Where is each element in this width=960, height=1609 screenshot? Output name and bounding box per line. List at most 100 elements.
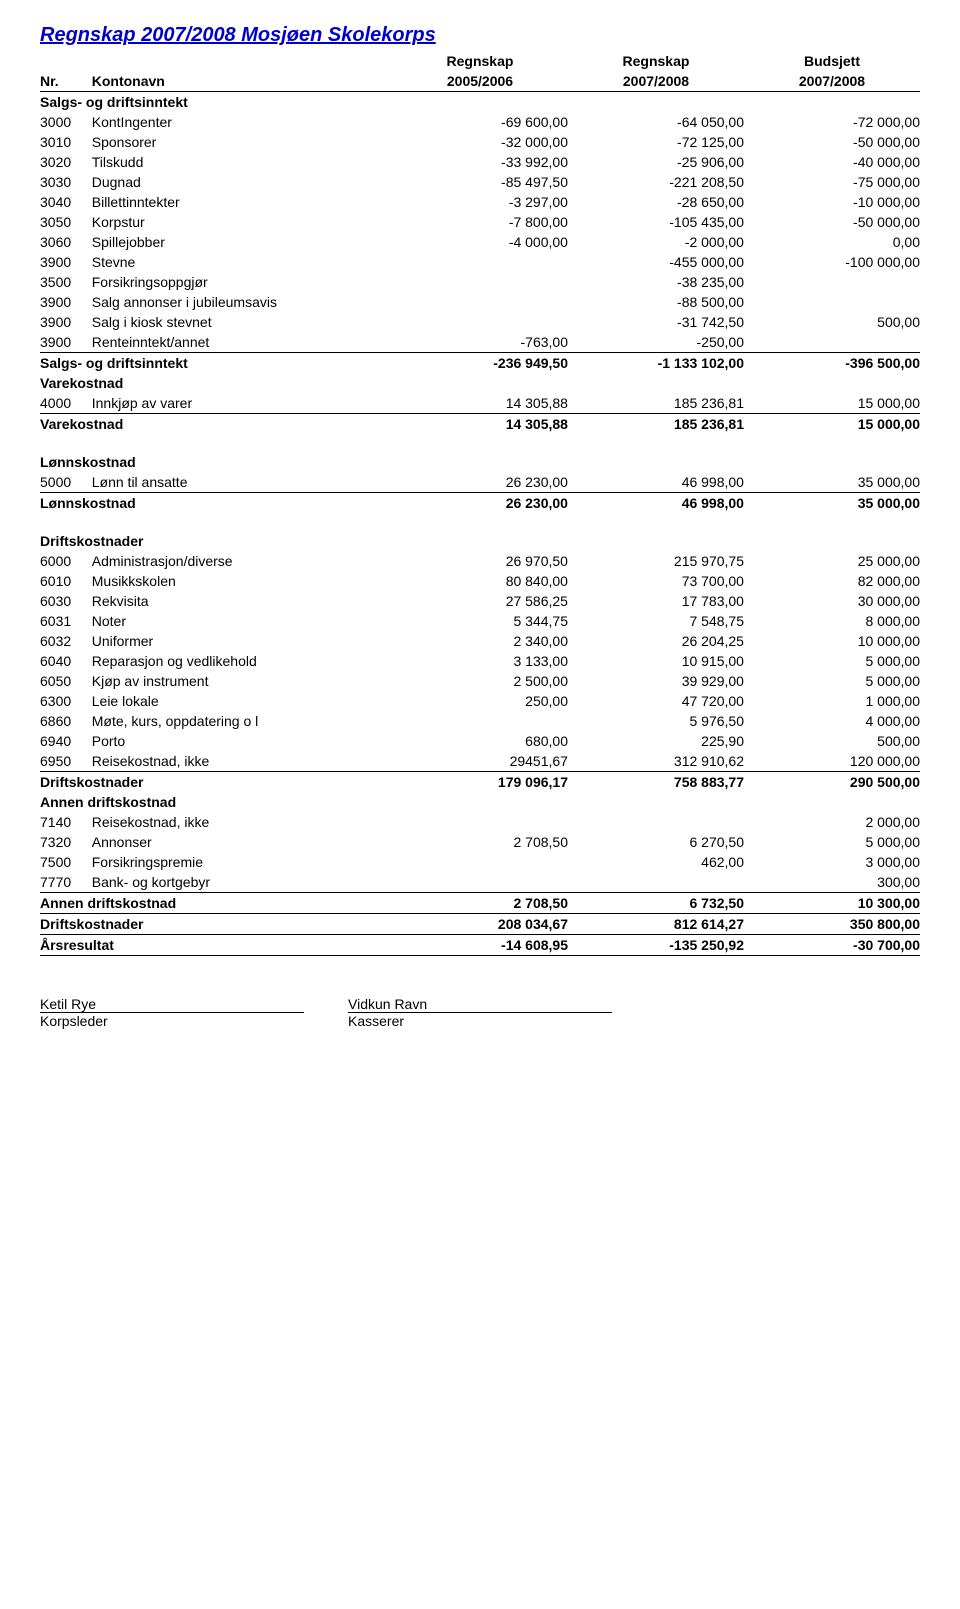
col-b-header-bottom: 2007/2008 [568, 71, 744, 92]
table-row: 5000Lønn til ansatte26 230,0046 998,0035… [40, 472, 920, 493]
cell-nr: 6000 [40, 551, 92, 571]
cell-nr: 6030 [40, 591, 92, 611]
cell-b: 39 929,00 [568, 671, 744, 691]
cell-b: 10 915,00 [568, 651, 744, 671]
cell-b: 7 548,75 [568, 611, 744, 631]
col-a-header-top: Regnskap [392, 51, 568, 71]
cell-c: 3 000,00 [744, 852, 920, 872]
cell-c: 5 000,00 [744, 651, 920, 671]
cell-c: 8 000,00 [744, 611, 920, 631]
cell-b: -72 125,00 [568, 132, 744, 152]
table-row: 3020Tilskudd-33 992,00-25 906,00-40 000,… [40, 152, 920, 172]
table-row: 6031Noter5 344,757 548,758 000,00 [40, 611, 920, 631]
cell-name: Forsikringspremie [92, 852, 392, 872]
total-b: 46 998,00 [568, 493, 744, 514]
cell-b: -250,00 [568, 332, 744, 353]
cell-a [392, 711, 568, 731]
cell-name: Tilskudd [92, 152, 392, 172]
total-b: 758 883,77 [568, 772, 744, 793]
table-row: 6300Leie lokale250,0047 720,001 000,00 [40, 691, 920, 711]
cell-b: -105 435,00 [568, 212, 744, 232]
cell-nr: 6300 [40, 691, 92, 711]
col-name-header: Kontonavn [92, 71, 392, 92]
cell-name: Reparasjon og vedlikehold [92, 651, 392, 671]
cell-nr: 6040 [40, 651, 92, 671]
cell-name: Salg i kiosk stevnet [92, 312, 392, 332]
cell-nr: 3050 [40, 212, 92, 232]
cell-c [744, 292, 920, 312]
cell-b: -2 000,00 [568, 232, 744, 252]
cell-a [392, 292, 568, 312]
result-row: Årsresultat-14 608,95-135 250,92-30 700,… [40, 935, 920, 956]
table-row: 3060Spillejobber-4 000,00-2 000,000,00 [40, 232, 920, 252]
total-b: 185 236,81 [568, 414, 744, 435]
cell-a: -69 600,00 [392, 112, 568, 132]
cell-a: 2 340,00 [392, 631, 568, 651]
header-row-top: Regnskap Regnskap Budsjett [40, 51, 920, 71]
cell-nr: 5000 [40, 472, 92, 493]
col-c-header-bottom: 2007/2008 [744, 71, 920, 92]
cell-a: 80 840,00 [392, 571, 568, 591]
cell-name: Musikkskolen [92, 571, 392, 591]
total-c: -396 500,00 [744, 353, 920, 374]
cell-nr: 3060 [40, 232, 92, 252]
cell-name: Salg annonser i jubileumsavis [92, 292, 392, 312]
section-total-row: Salgs- og driftsinntekt-236 949,50-1 133… [40, 353, 920, 374]
cell-c: 0,00 [744, 232, 920, 252]
cell-a [392, 872, 568, 893]
cell-b: -88 500,00 [568, 292, 744, 312]
cell-a [392, 272, 568, 292]
cell-a: 2 708,50 [392, 832, 568, 852]
cell-a: 250,00 [392, 691, 568, 711]
cell-a: 29451,67 [392, 751, 568, 772]
col-a-header-bottom: 2005/2006 [392, 71, 568, 92]
cell-name: Sponsorer [92, 132, 392, 152]
total-name: Salgs- og driftsinntekt [40, 353, 392, 374]
cell-name: Reisekostnad, ikke [92, 812, 392, 832]
cell-nr: 6032 [40, 631, 92, 651]
total-c: 35 000,00 [744, 493, 920, 514]
cell-name: Billettinntekter [92, 192, 392, 212]
signature-right-role: Kasserer [348, 1013, 612, 1030]
table-row: 6010Musikkskolen80 840,0073 700,0082 000… [40, 571, 920, 591]
table-row: 6032Uniformer2 340,0026 204,2510 000,00 [40, 631, 920, 651]
cell-c: -10 000,00 [744, 192, 920, 212]
cell-nr: 3000 [40, 112, 92, 132]
table-row: 3030Dugnad-85 497,50-221 208,50-75 000,0… [40, 172, 920, 192]
cell-a [392, 812, 568, 832]
section-heading: Lønnskostnad [40, 452, 920, 472]
cell-b: 26 204,25 [568, 631, 744, 651]
cell-nr: 3020 [40, 152, 92, 172]
table-row: 6040Reparasjon og vedlikehold3 133,0010 … [40, 651, 920, 671]
section-heading: Salgs- og driftsinntekt [40, 92, 920, 113]
section-heading: Annen driftskostnad [40, 792, 920, 812]
cell-c: -40 000,00 [744, 152, 920, 172]
cell-nr: 3900 [40, 312, 92, 332]
cell-b: 5 976,50 [568, 711, 744, 731]
cell-name: Noter [92, 611, 392, 631]
section-total-row: Driftskostnader179 096,17758 883,77290 5… [40, 772, 920, 793]
total-a: 14 305,88 [392, 414, 568, 435]
cell-b: -455 000,00 [568, 252, 744, 272]
total-a: -236 949,50 [392, 353, 568, 374]
cell-b: 47 720,00 [568, 691, 744, 711]
cell-c: 15 000,00 [744, 393, 920, 414]
cell-a: -3 297,00 [392, 192, 568, 212]
cell-nr: 3030 [40, 172, 92, 192]
total-a: 26 230,00 [392, 493, 568, 514]
cell-nr: 7320 [40, 832, 92, 852]
grand-total-row: Driftskostnader208 034,67812 614,27350 8… [40, 914, 920, 935]
table-row: 7320Annonser2 708,506 270,505 000,00 [40, 832, 920, 852]
cell-a: -7 800,00 [392, 212, 568, 232]
col-nr-header: Nr. [40, 71, 92, 92]
cell-c: -50 000,00 [744, 212, 920, 232]
cell-name: Bank- og kortgebyr [92, 872, 392, 893]
cell-b: 215 970,75 [568, 551, 744, 571]
cell-b: 312 910,62 [568, 751, 744, 772]
section-heading-row: Salgs- og driftsinntekt [40, 92, 920, 113]
table-row: 3900Salg i kiosk stevnet-31 742,50500,00 [40, 312, 920, 332]
cell-c: 30 000,00 [744, 591, 920, 611]
section-total-row: Varekostnad14 305,88185 236,8115 000,00 [40, 414, 920, 435]
cell-a: 3 133,00 [392, 651, 568, 671]
cell-b: 46 998,00 [568, 472, 744, 493]
